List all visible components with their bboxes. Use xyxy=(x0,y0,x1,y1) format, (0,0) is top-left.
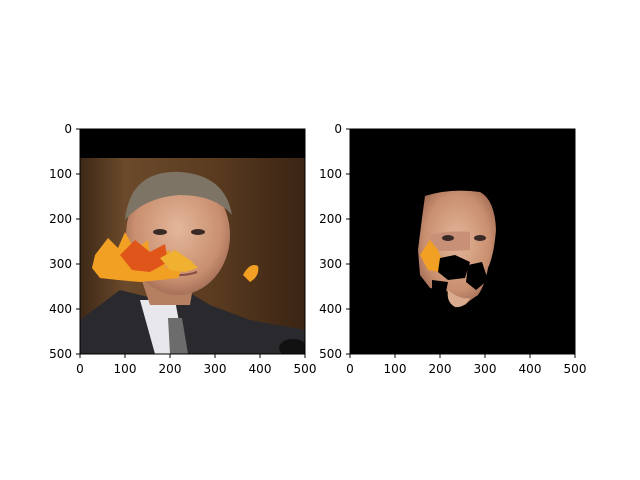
left-image-panel: 0 100 200 300 400 500 0 100 200 300 400 500 xyxy=(49,122,316,376)
x-tick-label: 200 xyxy=(159,362,182,376)
x-tick-label: 500 xyxy=(294,362,317,376)
left-axis-ticks: 0 100 200 300 400 500 0 100 200 300 400 500 xyxy=(49,122,316,376)
x-tick-label: 400 xyxy=(249,362,272,376)
x-tick-label: 100 xyxy=(114,362,137,376)
right-image-panel: 0 100 200 300 400 500 0 100 200 300 400 500 xyxy=(319,122,586,376)
x-tick-label: 100 xyxy=(384,362,407,376)
y-tick-label: 400 xyxy=(49,302,72,316)
x-tick-label: 400 xyxy=(519,362,542,376)
x-tick-label: 0 xyxy=(346,362,354,376)
y-tick-label: 200 xyxy=(319,212,342,226)
leaf-cluster xyxy=(92,232,198,282)
right-axes-frame xyxy=(349,128,576,355)
x-tick-label: 300 xyxy=(204,362,227,376)
x-tick-label: 500 xyxy=(564,362,587,376)
x-tick-label: 300 xyxy=(474,362,497,376)
right-axis-ticks: 0 100 200 300 400 500 0 100 200 300 400 500 xyxy=(319,122,586,376)
y-tick-label: 100 xyxy=(319,167,342,181)
x-tick-label: 0 xyxy=(76,362,84,376)
y-tick-label: 200 xyxy=(49,212,72,226)
y-tick-label: 300 xyxy=(49,257,72,271)
y-tick-label: 500 xyxy=(319,347,342,361)
y-tick-label: 500 xyxy=(49,347,72,361)
left-photo xyxy=(80,129,305,354)
top-black-band xyxy=(80,129,305,158)
y-tick-label: 400 xyxy=(319,302,342,316)
y-tick-label: 300 xyxy=(319,257,342,271)
x-tick-label: 200 xyxy=(429,362,452,376)
y-tick-label: 0 xyxy=(64,122,72,136)
y-tick-label: 0 xyxy=(334,122,342,136)
y-tick-label: 100 xyxy=(49,167,72,181)
left-axes-frame xyxy=(79,128,306,355)
right-mask-image xyxy=(350,129,575,354)
small-leaf xyxy=(243,265,259,282)
